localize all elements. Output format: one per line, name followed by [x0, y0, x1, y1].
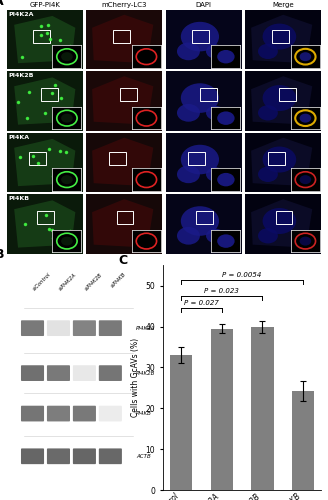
- Circle shape: [177, 104, 200, 122]
- Polygon shape: [14, 78, 75, 124]
- FancyBboxPatch shape: [47, 448, 70, 464]
- Text: P = 0.023: P = 0.023: [204, 288, 239, 294]
- Circle shape: [263, 85, 296, 111]
- Text: P = 0.027: P = 0.027: [184, 300, 219, 306]
- Polygon shape: [92, 14, 153, 63]
- Polygon shape: [92, 76, 153, 124]
- Text: PI4KA: PI4KA: [9, 134, 30, 140]
- Text: PI4KB: PI4KB: [136, 411, 152, 416]
- Bar: [37, 211, 54, 224]
- Polygon shape: [14, 16, 75, 63]
- Text: siPI4KB: siPI4KB: [110, 272, 128, 289]
- Circle shape: [258, 228, 278, 244]
- Circle shape: [177, 166, 200, 183]
- Circle shape: [181, 206, 219, 236]
- Bar: [109, 152, 126, 166]
- Text: C: C: [118, 254, 128, 267]
- Bar: [170, 355, 193, 490]
- FancyBboxPatch shape: [21, 320, 44, 336]
- Text: PI4K2A: PI4K2A: [9, 12, 34, 17]
- Circle shape: [206, 44, 224, 59]
- Circle shape: [258, 166, 278, 182]
- FancyBboxPatch shape: [73, 448, 96, 464]
- FancyBboxPatch shape: [99, 406, 122, 421]
- Circle shape: [206, 167, 224, 182]
- FancyBboxPatch shape: [73, 406, 96, 421]
- Bar: [120, 88, 137, 101]
- FancyBboxPatch shape: [47, 320, 70, 336]
- Text: siPI4K2A: siPI4K2A: [58, 272, 78, 291]
- Circle shape: [181, 84, 219, 113]
- Text: ACTB: ACTB: [136, 454, 151, 459]
- Circle shape: [263, 208, 296, 234]
- Y-axis label: Cells with GcAVs (%): Cells with GcAVs (%): [131, 338, 140, 417]
- Polygon shape: [14, 200, 75, 248]
- Bar: [292, 391, 314, 490]
- Text: PI4K2B: PI4K2B: [9, 73, 34, 78]
- Circle shape: [181, 145, 219, 174]
- Circle shape: [258, 105, 278, 120]
- Bar: [251, 328, 274, 490]
- Circle shape: [206, 106, 224, 120]
- Circle shape: [263, 24, 296, 50]
- Bar: [41, 88, 58, 101]
- Text: PI4K2A: PI4K2A: [136, 326, 156, 330]
- Bar: [30, 152, 46, 166]
- Bar: [200, 88, 217, 101]
- Text: P = 0.0054: P = 0.0054: [222, 272, 262, 278]
- Polygon shape: [251, 76, 312, 124]
- Polygon shape: [251, 199, 312, 248]
- Bar: [272, 30, 289, 43]
- FancyBboxPatch shape: [47, 365, 70, 381]
- Bar: [192, 30, 209, 43]
- Circle shape: [263, 146, 296, 172]
- Circle shape: [206, 228, 224, 243]
- FancyBboxPatch shape: [73, 320, 96, 336]
- Bar: [196, 211, 213, 224]
- FancyBboxPatch shape: [99, 448, 122, 464]
- Circle shape: [258, 44, 278, 59]
- Text: siPI4K2B: siPI4K2B: [84, 272, 104, 291]
- Text: PI4K2B: PI4K2B: [136, 370, 156, 376]
- FancyBboxPatch shape: [99, 365, 122, 381]
- FancyBboxPatch shape: [47, 406, 70, 421]
- Polygon shape: [92, 138, 153, 186]
- Text: A: A: [0, 0, 3, 8]
- Bar: [268, 152, 285, 166]
- Text: siControl: siControl: [32, 272, 52, 292]
- Title: DAPI: DAPI: [196, 2, 212, 8]
- FancyBboxPatch shape: [99, 320, 122, 336]
- Bar: [211, 328, 233, 490]
- Text: B: B: [0, 248, 5, 260]
- Title: GFP-PI4K: GFP-PI4K: [29, 2, 60, 8]
- FancyBboxPatch shape: [21, 365, 44, 381]
- Circle shape: [177, 227, 200, 244]
- Bar: [189, 152, 205, 166]
- Circle shape: [181, 22, 219, 52]
- Bar: [113, 30, 130, 43]
- FancyBboxPatch shape: [73, 365, 96, 381]
- FancyBboxPatch shape: [21, 406, 44, 421]
- Bar: [279, 88, 296, 101]
- Title: mCherry-LC3: mCherry-LC3: [101, 2, 147, 8]
- Polygon shape: [14, 139, 75, 186]
- Polygon shape: [251, 14, 312, 63]
- FancyBboxPatch shape: [21, 448, 44, 464]
- Bar: [276, 211, 292, 224]
- Text: PI4KB: PI4KB: [9, 196, 30, 201]
- Bar: [33, 30, 50, 43]
- Bar: [117, 211, 133, 224]
- Polygon shape: [92, 199, 153, 248]
- Title: Merge: Merge: [273, 2, 294, 8]
- Circle shape: [177, 42, 200, 60]
- Polygon shape: [251, 138, 312, 186]
